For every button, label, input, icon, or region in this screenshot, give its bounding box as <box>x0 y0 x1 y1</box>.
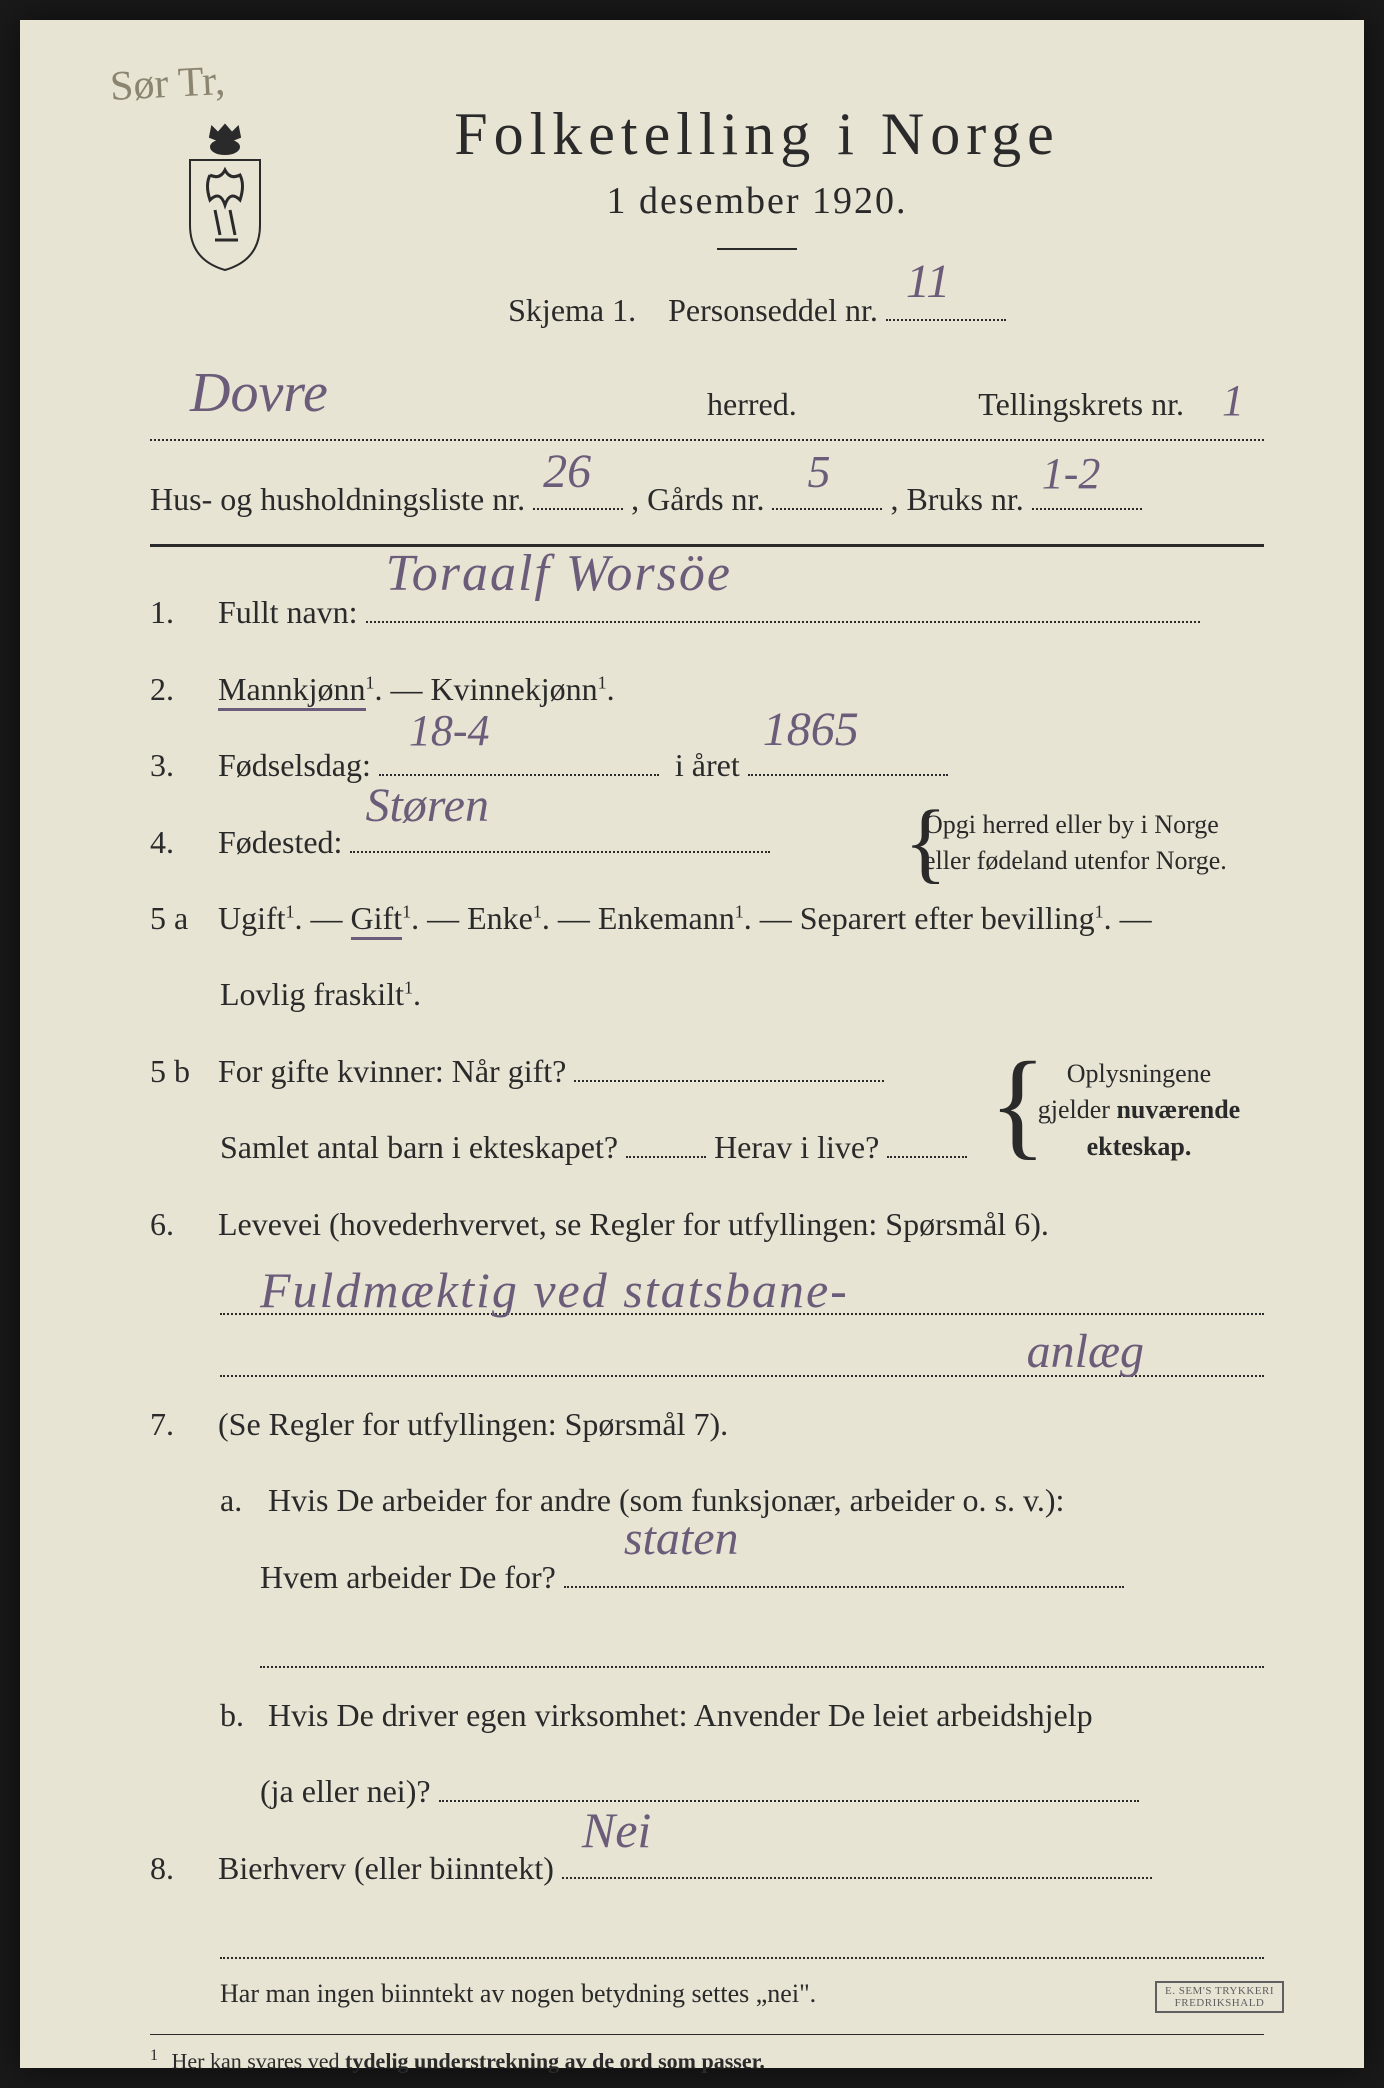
q5a-gift: Gift <box>351 900 403 940</box>
hus-nr: 26 <box>543 426 591 517</box>
q6-value: Fuldmæktig ved statsbane- <box>260 1261 849 1319</box>
question-1: 1. Fullt navn: Toraalf Worsöe <box>150 577 1264 647</box>
title-divider <box>717 248 797 250</box>
q5a-enkemann: Enkemann <box>598 900 735 936</box>
bruks-nr: 1-2 <box>1042 432 1101 516</box>
footer-instruction: Har man ingen biinntekt av nogen betydni… <box>220 1979 1264 2009</box>
q6-answer-line2: anlæg <box>220 1327 1264 1377</box>
q7b-label: Hvis De driver egen virksomhet: Anvender… <box>268 1697 1093 1733</box>
herred-name: Dovre <box>190 340 328 446</box>
question-5b-line2: Samlet antal barn i ekteskapet? Herav i … <box>220 1112 1264 1182</box>
tellingskrets-label: Tellingskrets nr. <box>978 374 1184 435</box>
q7b-label2: (ja eller nei)? <box>260 1773 431 1809</box>
q5b-label1: For gifte kvinner: Når gift? <box>218 1053 566 1089</box>
bruks-label: , Bruks nr. <box>890 481 1023 517</box>
question-5b: 5 b For gifte kvinner: Når gift? { Oplys… <box>150 1036 1264 1106</box>
q7a-letter: a. <box>220 1465 260 1535</box>
q7a-blank <box>260 1618 1264 1668</box>
stamp-line1: E. SEM'S TRYKKERI <box>1165 1985 1274 1997</box>
q5a-enke: Enke <box>467 900 533 936</box>
q1-value: Toraalf Worsöe <box>386 517 732 631</box>
hus-label: Hus- og husholdningsliste nr. <box>150 481 525 517</box>
question-6: 6. Levevei (hovederhvervet, se Regler fo… <box>150 1189 1264 1259</box>
q6-label: Levevei (hovederhvervet, se Regler for u… <box>218 1206 1049 1242</box>
q3-year: 1865 <box>763 677 859 783</box>
herred-label: herred. <box>707 374 797 435</box>
q7a-label2: Hvem arbeider De for? <box>260 1559 556 1595</box>
form-subtitle: 1 desember 1920. <box>250 179 1264 223</box>
questions-section: 1. Fullt navn: Toraalf Worsöe 2. Mannkjø… <box>150 577 1264 2009</box>
q2-male: Mannkjønn <box>218 671 366 711</box>
q1-label: Fullt navn: <box>218 594 358 630</box>
printer-stamp: E. SEM'S TRYKKERI FREDRIKSHALD <box>1155 1981 1284 2013</box>
question-2: 2. Mannkjønn1. — Kvinnekjønn1. <box>150 654 1264 724</box>
q7b-letter: b. <box>220 1680 260 1750</box>
coat-of-arms-icon <box>170 115 280 275</box>
q8-num: 8. <box>150 1833 210 1903</box>
q7a-value: staten <box>624 1486 739 1592</box>
q1-num: 1. <box>150 577 210 647</box>
question-5a-cont: Lovlig fraskilt1. <box>220 959 1264 1029</box>
q4-value: Støren <box>365 753 489 859</box>
footnote-marker: 1 <box>150 2047 158 2064</box>
q5a-num: 5 a <box>150 883 210 953</box>
footnote: 1 Her kan svares ved tydelig understrekn… <box>150 2034 1264 2074</box>
q2-num: 2. <box>150 654 210 724</box>
q5b-label3: Herav i live? <box>714 1129 879 1165</box>
stamp-line2: FREDRIKSHALD <box>1165 1997 1274 2009</box>
question-7a-line2: Hvem arbeider De for? staten <box>260 1542 1264 1612</box>
tellingskrets-value: 1 <box>1222 359 1244 443</box>
question-7b: b. Hvis De driver egen virksomhet: Anven… <box>150 1680 1264 1750</box>
q8-blank <box>220 1909 1264 1959</box>
question-3: 3. Fødselsdag: 18-4 i året 1865 <box>150 730 1264 800</box>
q5b-label2: Samlet antal barn i ekteskapet? <box>220 1129 618 1165</box>
q8-value: Nei <box>582 1775 651 1885</box>
q6-num: 6. <box>150 1189 210 1259</box>
q4-note1: Opgi herred eller by i Norge <box>924 810 1219 839</box>
q5b-num: 5 b <box>150 1036 210 1106</box>
skjema-label: Skjema 1. <box>508 292 636 328</box>
question-5a: 5 a Ugift1. — Gift1. — Enke1. — Enkemann… <box>150 883 1264 953</box>
personseddel-label: Personseddel nr. <box>668 292 878 328</box>
q6-answer-line1: Fuldmæktig ved statsbane- <box>220 1265 1264 1315</box>
q5a-ugift: Ugift <box>218 900 286 936</box>
q3-label: Fødselsdag: <box>218 747 371 783</box>
q4-note2: eller fødeland utenfor Norge. <box>924 846 1227 875</box>
gards-label: , Gårds nr. <box>631 481 764 517</box>
q5b-note1: Oplysningene <box>1067 1059 1211 1088</box>
q8-label: Bierhverv (eller biinntekt) <box>218 1850 554 1886</box>
q3-year-label: i året <box>675 747 740 783</box>
form-title: Folketelling i Norge <box>250 100 1264 169</box>
personseddel-value: 11 <box>906 236 950 327</box>
skjema-line: Skjema 1. Personseddel nr. 11 <box>250 280 1264 341</box>
footnote-text: Her kan svares ved tydelig understreknin… <box>172 2049 765 2074</box>
q7-label: (Se Regler for utfyllingen: Spørsmål 7). <box>218 1406 728 1442</box>
q3-num: 3. <box>150 730 210 800</box>
census-form-page: Sør Tr, Folketelling i Norge 1 desember … <box>20 20 1364 2068</box>
q4-label: Fødested: <box>218 824 342 860</box>
gards-nr: 5 <box>807 428 830 515</box>
question-8: 8. Bierhverv (eller biinntekt) Nei <box>150 1833 1264 1903</box>
q7-num: 7. <box>150 1389 210 1459</box>
q5a-fraskilt: Lovlig fraskilt <box>220 976 404 1012</box>
question-4: 4. Fødested: Støren { Opgi herred eller … <box>150 807 1264 877</box>
q4-num: 4. <box>150 807 210 877</box>
q6-value2: anlæg <box>1027 1324 1144 1379</box>
form-header: Folketelling i Norge 1 desember 1920. Sk… <box>150 100 1264 341</box>
question-7: 7. (Se Regler for utfyllingen: Spørsmål … <box>150 1389 1264 1459</box>
question-7b-line2: (ja eller nei)? <box>260 1756 1264 1826</box>
q5a-separert: Separert efter bevilling <box>800 900 1095 936</box>
